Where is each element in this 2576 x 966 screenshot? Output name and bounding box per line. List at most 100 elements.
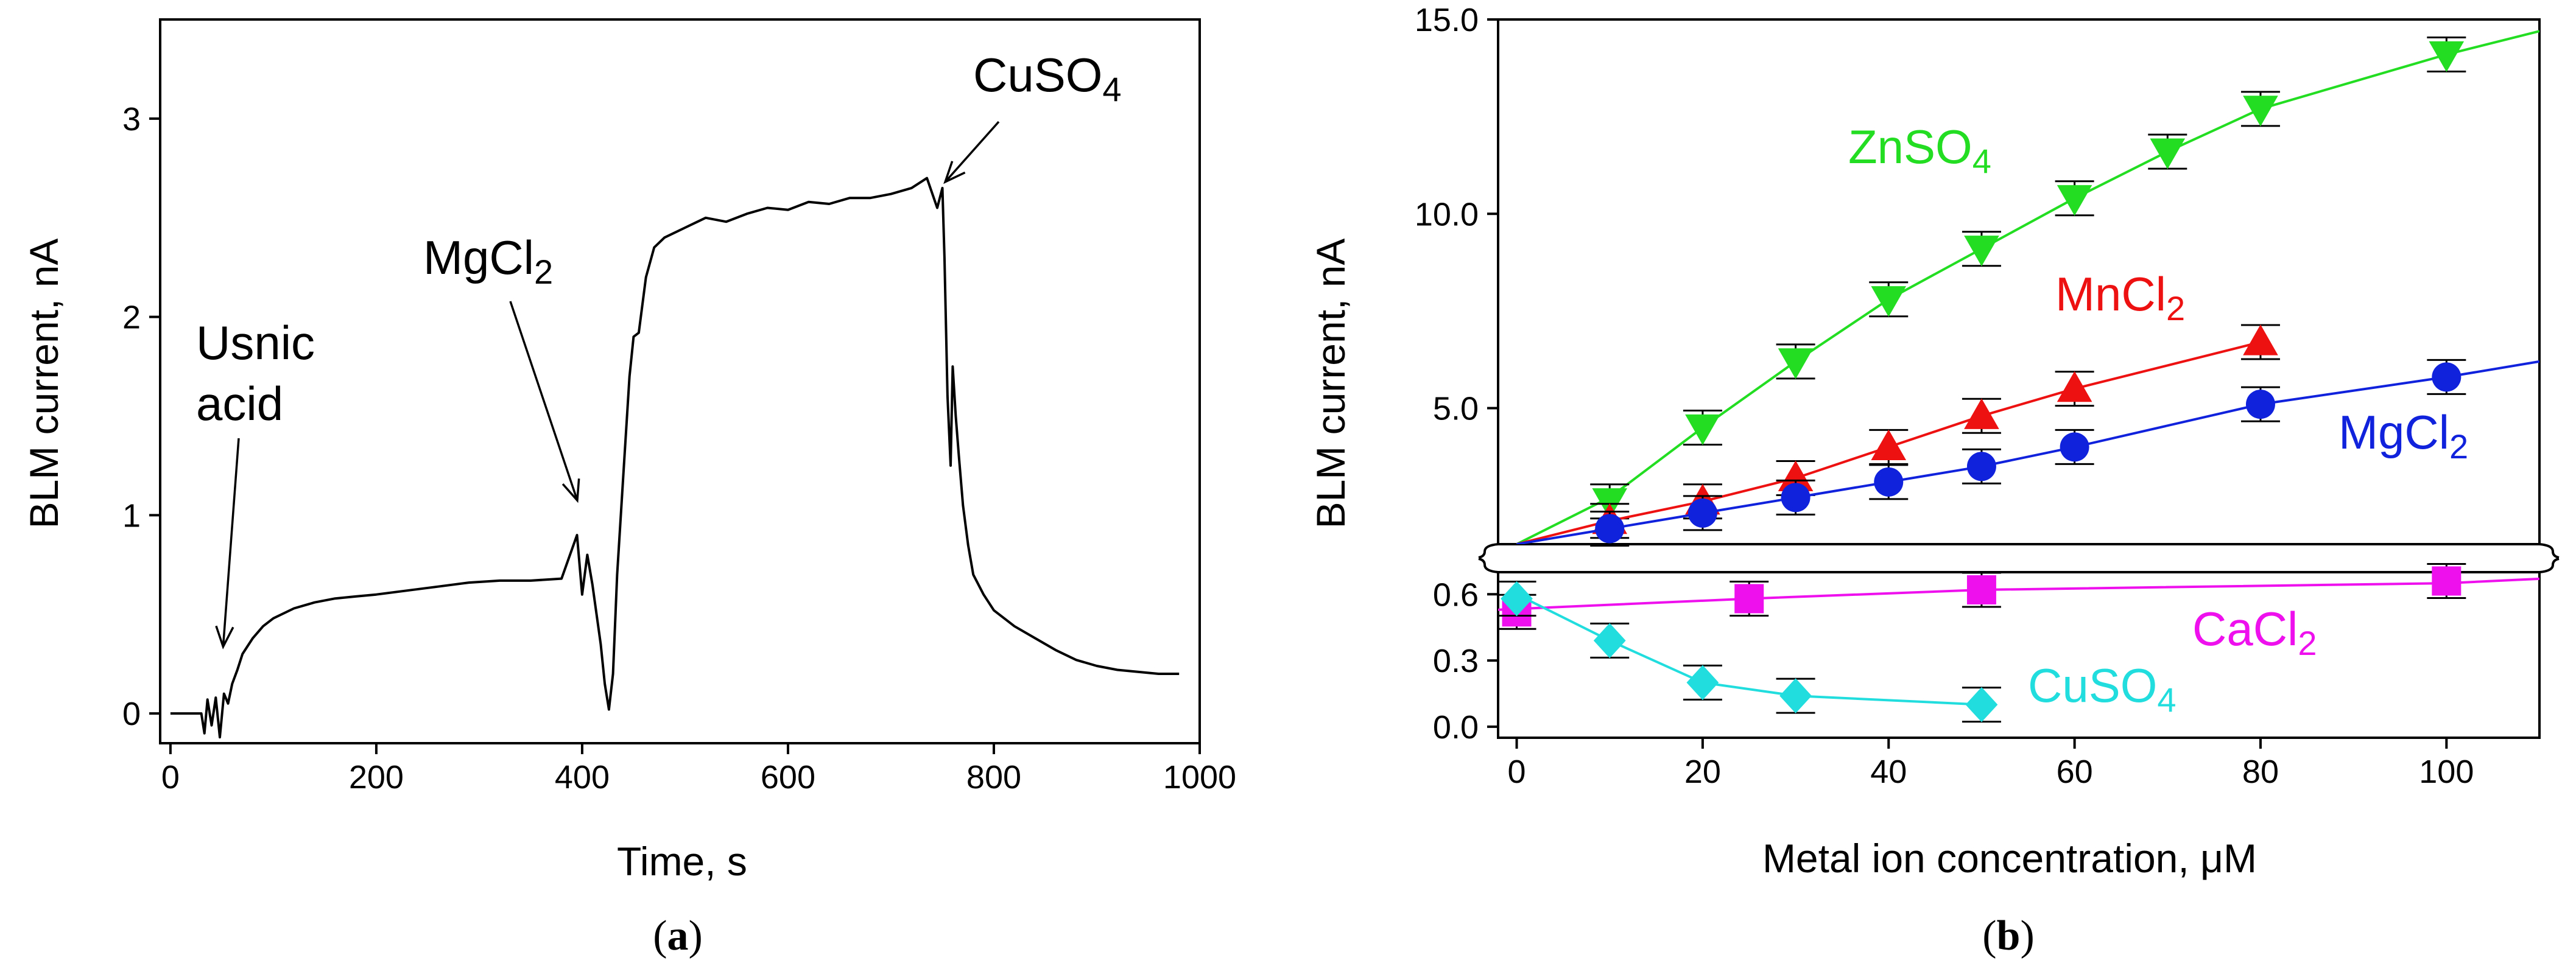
plot-b-y-axis-label: BLM current, nA bbox=[1308, 239, 1353, 529]
annotation-arrowhead bbox=[215, 625, 234, 649]
data-point bbox=[2243, 96, 2278, 127]
x-tick-label: 0 bbox=[161, 759, 180, 796]
annotation-arrowhead bbox=[943, 161, 966, 184]
x-tick-label: 400 bbox=[555, 759, 610, 796]
plot-a-x-ticks: 0 200 400 600 800 1000 bbox=[161, 743, 1236, 796]
series-markers bbox=[1590, 36, 2466, 520]
x-tick-label: 40 bbox=[1870, 754, 1907, 790]
x-tick-label: 100 bbox=[2419, 754, 2474, 790]
annotation-mgcl2: MgCl2 bbox=[423, 231, 553, 291]
annotation-usnic-acid-line2: acid bbox=[196, 377, 283, 430]
series-line bbox=[1516, 341, 2261, 544]
data-point bbox=[2060, 432, 2089, 462]
annotation-arrow bbox=[944, 121, 1000, 183]
axis-break-brace-lower bbox=[1478, 558, 1499, 573]
data-point bbox=[1593, 623, 1626, 659]
data-point bbox=[1779, 678, 1812, 713]
y-tick-label: 5.0 bbox=[1433, 391, 1479, 427]
data-point bbox=[1871, 429, 1907, 460]
plot-b-y-ticks: 0.0 0.3 0.6 5.0 10.0 15.0 bbox=[1415, 2, 1498, 746]
annotation-cuso4: CuSO4 bbox=[973, 48, 1122, 108]
series-line bbox=[1498, 577, 2539, 611]
series-label-cacl2: CaCl2 bbox=[2192, 602, 2317, 662]
series-label-mncl2: MnCl2 bbox=[2055, 267, 2185, 327]
chart-panel-b: 0 20 40 60 80 100 0.0 0.3 0.6 5.0 10.0 15.0 ZnSO4 M… bbox=[1308, 2, 2560, 959]
annotation-arrowhead bbox=[561, 478, 580, 503]
y-tick-label: 0.6 bbox=[1433, 576, 1479, 613]
data-point bbox=[1966, 452, 1996, 481]
y-tick-label: 1 bbox=[122, 497, 141, 534]
series-markers bbox=[1590, 359, 2466, 547]
data-point bbox=[1964, 236, 1999, 267]
y-tick-label: 2 bbox=[122, 299, 141, 336]
series-cacl2 bbox=[1498, 577, 2539, 611]
series-label-cuso4: CuSO4 bbox=[2028, 659, 2177, 719]
data-point bbox=[1685, 414, 1720, 446]
data-point bbox=[1874, 467, 1904, 497]
x-tick-label: 80 bbox=[2242, 754, 2279, 790]
plot-b-x-axis-label: Metal ion concentration, μM bbox=[1762, 836, 2257, 881]
chart-panel-a: 0 200 400 600 800 1000 0 1 2 3 Usnic acid MgCl2 CuS… bbox=[21, 18, 1236, 959]
data-point bbox=[2245, 390, 2275, 419]
y-tick-label: 15.0 bbox=[1415, 2, 1479, 38]
data-point bbox=[2057, 371, 2092, 402]
panel-label-b: (b) bbox=[1982, 912, 2035, 959]
y-tick-label: 0 bbox=[122, 696, 141, 732]
axis-break-brace-upper bbox=[2539, 543, 2560, 559]
series-label-mgcl2: MgCl2 bbox=[2338, 405, 2468, 466]
data-point bbox=[1965, 687, 1998, 723]
x-tick-label: 600 bbox=[761, 759, 815, 796]
series-znso4 bbox=[1516, 30, 2539, 544]
data-point bbox=[1964, 398, 1999, 429]
annotation-usnic-acid: Usnic bbox=[196, 316, 315, 369]
data-point bbox=[2150, 138, 2186, 169]
y-tick-label: 0.0 bbox=[1433, 709, 1479, 746]
series-line bbox=[1516, 30, 2539, 544]
y-tick-label: 10.0 bbox=[1415, 196, 1479, 233]
x-tick-label: 800 bbox=[966, 759, 1021, 796]
plot-a-x-axis-label: Time, s bbox=[617, 839, 747, 884]
series-line bbox=[1516, 360, 2539, 544]
data-point bbox=[1871, 286, 1907, 317]
plot-b-lower-frame bbox=[1497, 571, 2541, 739]
plot-b-upper-frame bbox=[1497, 18, 2541, 545]
x-tick-label: 200 bbox=[349, 759, 404, 796]
data-point bbox=[2057, 185, 2092, 216]
data-point bbox=[1778, 460, 1814, 492]
data-point bbox=[1734, 584, 1764, 614]
data-point bbox=[1687, 498, 1717, 528]
series-mgcl2 bbox=[1516, 360, 2539, 544]
data-point bbox=[1966, 575, 1996, 605]
data-point bbox=[1595, 514, 1625, 544]
data-point bbox=[1686, 665, 1719, 701]
panel-label-a: (a) bbox=[653, 912, 703, 959]
series-markers bbox=[1497, 581, 2001, 723]
data-point bbox=[1778, 348, 1814, 379]
annotation-arrow bbox=[509, 301, 579, 501]
x-tick-label: 20 bbox=[1684, 754, 1721, 790]
data-point bbox=[2432, 566, 2462, 596]
series-label-znso4: ZnSO4 bbox=[1848, 120, 1991, 180]
plot-a-y-axis-label: BLM current, nA bbox=[21, 239, 66, 529]
series-markers bbox=[1497, 563, 2466, 630]
plot-a-annotations: Usnic acid MgCl2 CuSO4 bbox=[196, 48, 1122, 649]
y-tick-label: 0.3 bbox=[1433, 643, 1479, 679]
data-point bbox=[2243, 324, 2278, 355]
data-point bbox=[2429, 41, 2465, 72]
x-tick-label: 0 bbox=[1508, 754, 1526, 790]
series-mncl2 bbox=[1516, 341, 2261, 544]
axis-break-brace-lower bbox=[2539, 558, 2560, 573]
x-tick-label: 1000 bbox=[1163, 759, 1236, 796]
data-point bbox=[2432, 362, 2462, 392]
x-tick-label: 60 bbox=[2057, 754, 2093, 790]
data-point bbox=[1781, 483, 1811, 513]
plot-b-x-ticks: 0 20 40 60 80 100 bbox=[1508, 738, 2474, 790]
plot-a-y-ticks: 0 1 2 3 bbox=[122, 101, 160, 732]
annotation-arrow bbox=[222, 438, 240, 647]
plot-b-series bbox=[1497, 30, 2539, 723]
y-tick-label: 3 bbox=[122, 101, 141, 138]
plot-a-frame bbox=[159, 18, 1201, 744]
axis-break-brace-upper bbox=[1478, 543, 1499, 559]
